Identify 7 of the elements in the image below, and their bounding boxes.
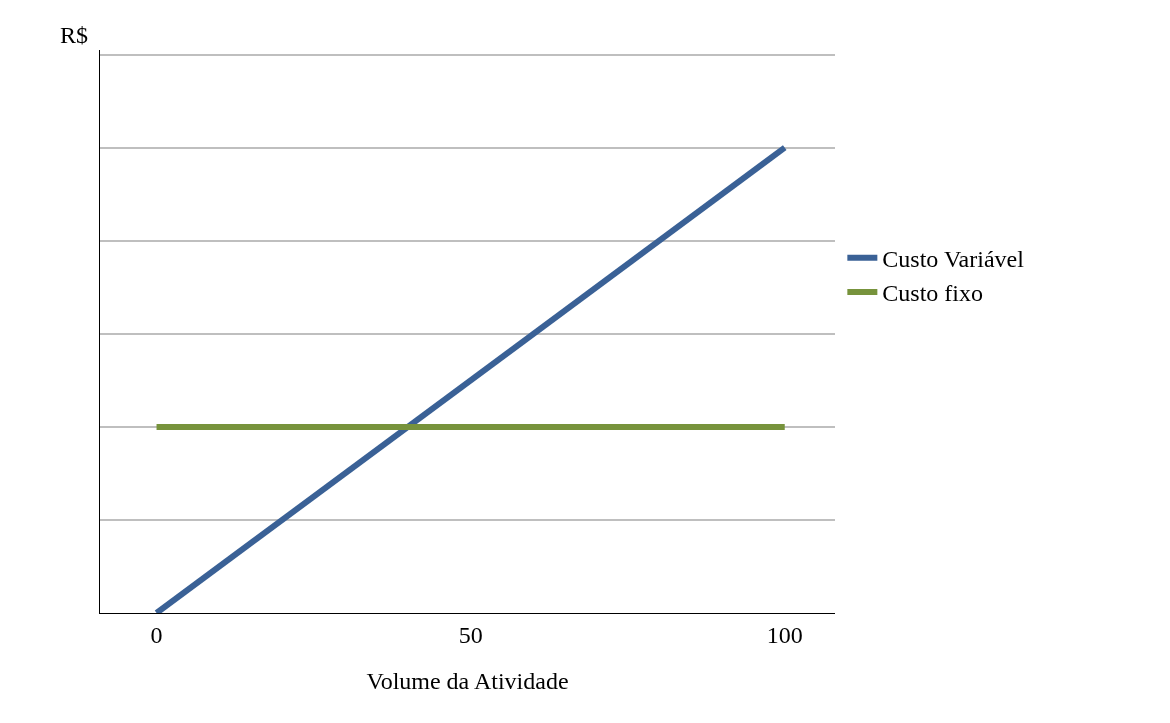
y-axis-title: R$ [60,22,89,48]
legend-label: Custo Variável [882,246,1025,273]
x-tick-label: 100 [766,621,803,648]
x-tick-label: 0 [150,621,163,648]
x-tick-label: 50 [458,621,483,648]
legend-label: Custo fixo [882,280,984,307]
x-axis-title: Volume da Atividade [366,668,569,695]
